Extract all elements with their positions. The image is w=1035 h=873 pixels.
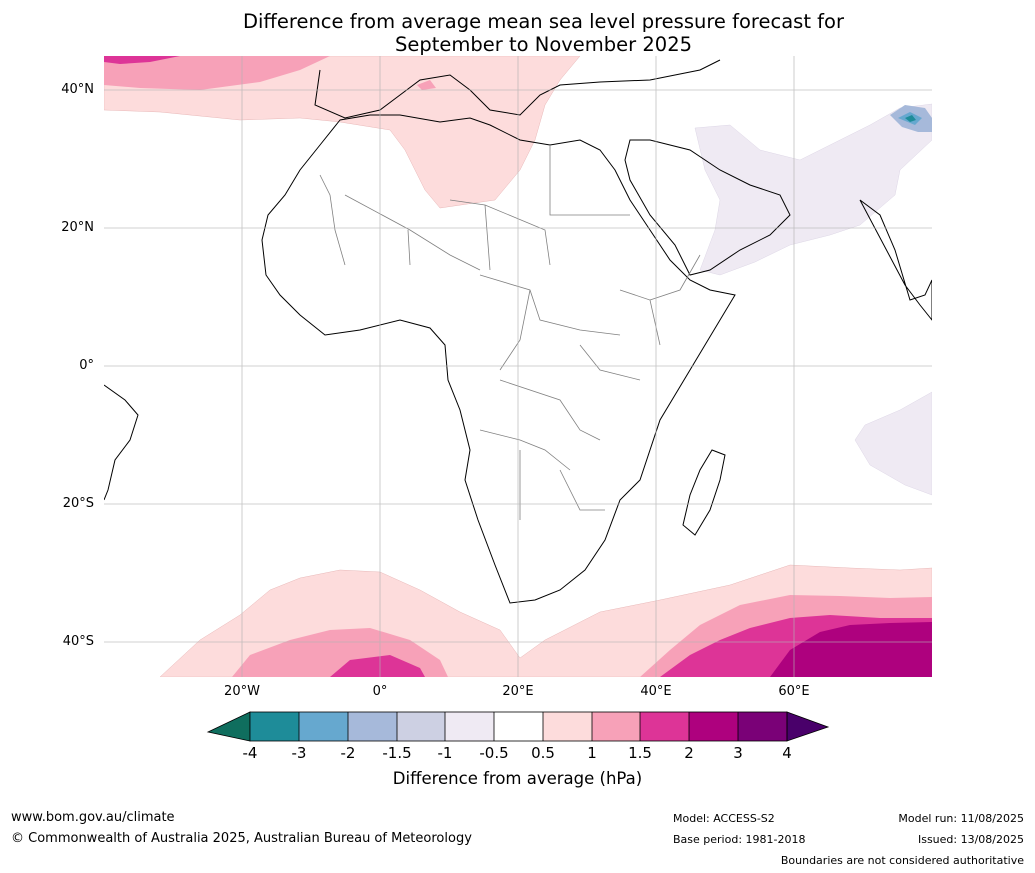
anomaly-south-strong-west <box>330 655 425 677</box>
footer-model-run: Model run: 11/08/2025 <box>898 812 1024 825</box>
south-america-coastline <box>104 384 139 501</box>
colorbar-segment-9 <box>640 712 689 741</box>
lon-label-60e: 60°E <box>778 684 810 699</box>
lat-label-20n: 20°N <box>61 220 94 235</box>
colorbar-tick: 4 <box>782 744 792 762</box>
footer-url[interactable]: www.bom.gov.au/climate <box>11 810 175 825</box>
colorbar-label: Difference from average (hPa) <box>392 769 643 788</box>
lat-label-0: 0° <box>79 358 94 373</box>
colorbar-tick: -3 <box>291 744 307 762</box>
lat-label-40n: 40°N <box>61 82 94 97</box>
colorbar-segment-5 <box>445 712 494 741</box>
colorbar-tick: -1.5 <box>382 744 412 762</box>
europe-coastline <box>314 59 721 119</box>
footer-issued: Issued: 13/08/2025 <box>917 833 1024 846</box>
colorbar-segment-2 <box>299 712 348 741</box>
footer-disclaimer: Boundaries are not considered authoritat… <box>780 854 1024 867</box>
graticule <box>104 56 932 677</box>
colorbar-segment-10 <box>689 712 738 741</box>
anomaly-north-light <box>104 56 581 209</box>
title-line-2: September to November 2025 <box>394 33 693 56</box>
colorbar-right-arrow <box>786 711 830 742</box>
arabia-coastline <box>624 139 791 276</box>
colorbar-segment-7 <box>543 712 592 741</box>
colorbar-tick: 2 <box>684 744 694 762</box>
madagascar-coastline <box>682 449 726 536</box>
colorbar-segment-4 <box>397 712 445 741</box>
lat-label-40s: 40°S <box>62 634 94 649</box>
lat-label-20s: 20°S <box>62 496 94 511</box>
colorbar-tick: 1.5 <box>628 744 652 762</box>
footer-base-period: Base period: 1981-2018 <box>673 833 806 846</box>
colorbar-segment-1 <box>250 712 299 741</box>
colorbar-tick: 1 <box>587 744 597 762</box>
country-borders <box>319 145 701 520</box>
lon-label-40e: 40°E <box>640 684 672 699</box>
africa-coastline <box>261 114 736 604</box>
colorbar-segment-11 <box>738 712 787 741</box>
lon-label-0: 0° <box>372 684 388 699</box>
anomaly-southern-lavender <box>854 391 932 496</box>
lon-label-20w: 20°W <box>224 684 260 699</box>
colorbar-tick: -2 <box>340 744 356 762</box>
anomaly-north-strong <box>104 56 180 64</box>
anomaly-south-strong-east-core <box>770 622 932 677</box>
footer-copyright: © Commonwealth of Australia 2025, Austra… <box>11 831 472 846</box>
chart-title: Difference from average mean sea level p… <box>0 10 1035 56</box>
colorbar-tick: 3 <box>733 744 743 762</box>
colorbar-segment-6 <box>494 712 543 741</box>
colorbar-tick: 0.5 <box>531 744 555 762</box>
anomaly-north-medium <box>104 56 330 90</box>
lon-label-20e: 20°E <box>502 684 534 699</box>
anomaly-med-medium <box>417 80 436 90</box>
colorbar-left-arrow <box>206 711 251 742</box>
colorbar-tick: -4 <box>242 744 258 762</box>
colorbar-segment-3 <box>348 712 397 741</box>
colorbar-segment-8 <box>592 712 640 741</box>
colorbar <box>206 711 830 742</box>
india-coastline <box>859 199 932 321</box>
footer-model: Model: ACCESS-S2 <box>673 812 775 825</box>
colorbar-tick: -0.5 <box>479 744 509 762</box>
title-line-1: Difference from average mean sea level p… <box>243 10 844 33</box>
anomaly-asia-lavender <box>694 103 932 276</box>
colorbar-tick: -1 <box>437 744 453 762</box>
anomaly-asia-lowest <box>905 115 916 122</box>
